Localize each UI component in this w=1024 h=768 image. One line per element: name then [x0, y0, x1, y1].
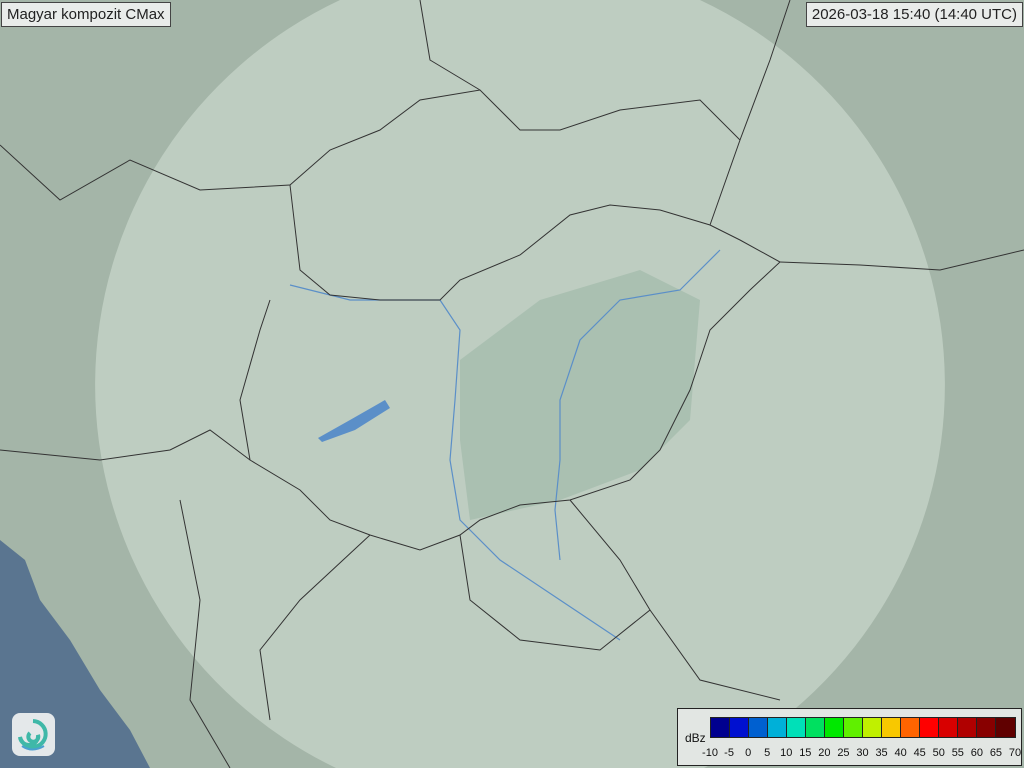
- legend-unit: dBz: [685, 731, 706, 745]
- legend-swatch: [711, 718, 730, 737]
- legend-tick-label: 30: [856, 747, 869, 759]
- legend-tick-label: 10: [780, 747, 793, 759]
- legend-swatch: [996, 718, 1015, 737]
- legend-swatch: [806, 718, 825, 737]
- legend-tick-label: 70: [1008, 747, 1022, 759]
- adriatic-sea: [0, 540, 150, 768]
- legend-swatch: [787, 718, 806, 737]
- legend-tick-label: 60: [970, 747, 983, 759]
- color-scale-bar: [710, 717, 1016, 738]
- legend-tick-label: 45: [913, 747, 926, 759]
- dbz-color-legend: dBz -10 -5 0 5 10 15 20 25 30 35 40 45 50 55 60 65 70: [677, 708, 1022, 766]
- legend-tick-label: 25: [837, 747, 850, 759]
- legend-tick-label: 20: [818, 747, 831, 759]
- legend-swatch: [939, 718, 958, 737]
- legend-tick-label: 50: [932, 747, 945, 759]
- lake-balaton: [318, 400, 390, 442]
- legend-tick-label: -10: [702, 747, 718, 759]
- legend-ticks: -10 -5 0 5 10 15 20 25 30 35 40 45 50 55 60 65 70: [702, 747, 1021, 761]
- legend-swatch: [825, 718, 844, 737]
- legend-swatch: [863, 718, 882, 737]
- legend-tick-label: 65: [989, 747, 1003, 759]
- legend-swatch: [977, 718, 996, 737]
- legend-swatch: [768, 718, 787, 737]
- legend-swatch: [730, 718, 749, 737]
- legend-tick-label: 35: [875, 747, 888, 759]
- legend-tick-label: 55: [951, 747, 964, 759]
- legend-swatch: [749, 718, 768, 737]
- legend-swatch: [844, 718, 863, 737]
- legend-tick-label: 40: [894, 747, 907, 759]
- legend-swatch: [901, 718, 920, 737]
- timestamp: 2026-03-18 15:40 (14:40 UTC): [805, 2, 1023, 27]
- legend-swatch: [882, 718, 901, 737]
- swirl-logo-icon: [12, 713, 55, 756]
- legend-tick-label: 15: [799, 747, 812, 759]
- hungary-lowland: [460, 270, 700, 520]
- product-title: Magyar kompozit CMax: [1, 2, 171, 27]
- legend-swatch: [958, 718, 977, 737]
- legend-swatch: [920, 718, 939, 737]
- legend-tick-label: 0: [745, 747, 752, 759]
- legend-tick-label: 5: [764, 747, 771, 759]
- legend-tick-label: -5: [724, 747, 734, 759]
